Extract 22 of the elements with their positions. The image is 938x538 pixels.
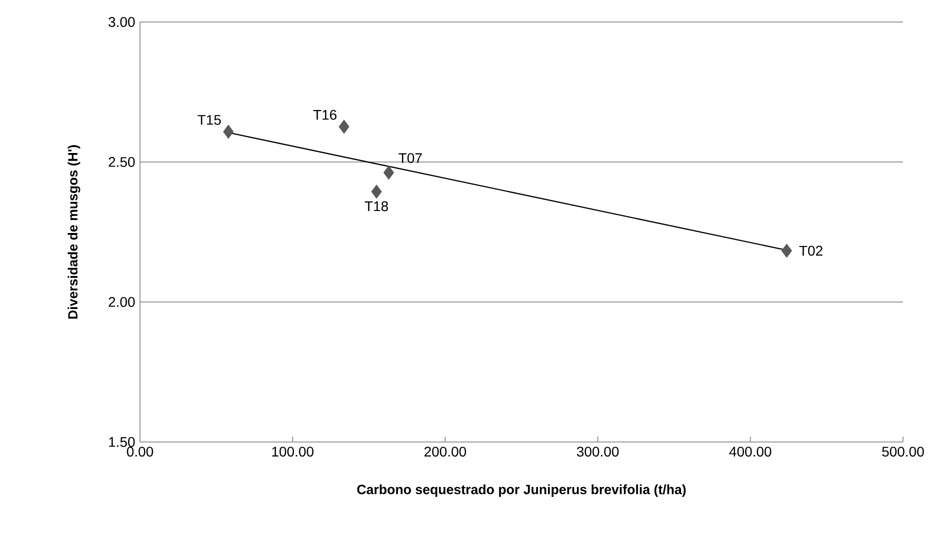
x-tick-label: 200.00	[424, 446, 466, 457]
point	[371, 184, 382, 199]
point	[781, 244, 792, 258]
y-tick-label: 2.00	[108, 297, 135, 307]
annotation: T15	[198, 115, 221, 125]
annotation: T18	[364, 201, 388, 212]
annotation: T02	[799, 246, 822, 256]
y-tick-label: 1.50	[109, 437, 135, 447]
y-tick-label: 2.50	[108, 157, 135, 167]
x-tick-label: 300.00	[576, 446, 619, 457]
x-tick-label: 500.00	[882, 446, 924, 457]
annotation: T07	[398, 153, 422, 164]
point	[338, 120, 350, 134]
point	[383, 166, 394, 180]
x-axis-title: Carbono sequestrado por Juniperus brevifolia (t/ha)	[357, 484, 686, 497]
y-axis-title: Diversidade de musgos (H')	[68, 145, 80, 319]
x-tick-label: 400.00	[729, 446, 772, 457]
annotation: T16	[313, 110, 336, 120]
point	[223, 124, 234, 139]
x-tick-label: 100.00	[272, 446, 314, 457]
y-tick-label: 3.00	[108, 17, 135, 27]
x-tick-label: 0.00	[126, 446, 154, 457]
